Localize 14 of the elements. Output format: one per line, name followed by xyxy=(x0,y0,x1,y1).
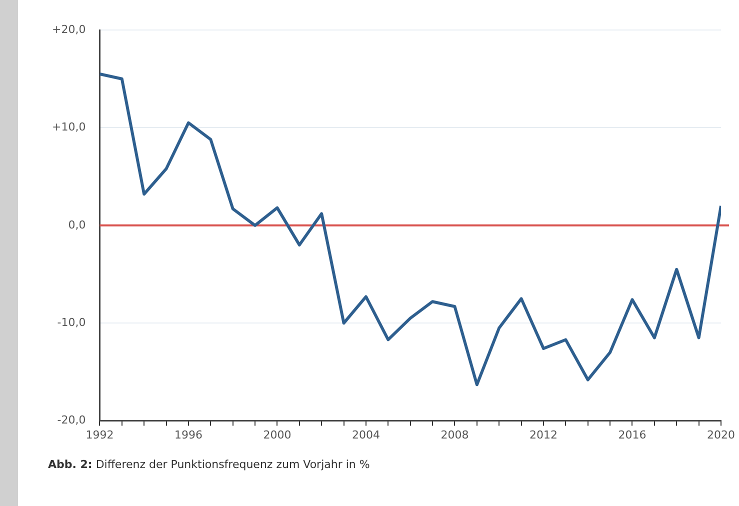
caption: Abb. 2: Differenz der Punktionsfrequenz zum Vorjahr in % xyxy=(48,458,370,471)
x-tick-label: 2004 xyxy=(352,428,380,442)
x-tick-label: 2020 xyxy=(707,428,735,442)
x-tick-label: 2000 xyxy=(263,428,292,442)
y-tick-label: +20,0 xyxy=(52,22,86,36)
y-tick-label: 0,0 xyxy=(68,218,86,232)
y-tick-label: +10,0 xyxy=(52,120,86,134)
y-tick-label: -10,0 xyxy=(57,316,86,329)
x-tick-label: 2012 xyxy=(529,428,558,442)
x-tick-label: 1992 xyxy=(86,428,114,442)
y-tick-label: -20,0 xyxy=(57,414,86,427)
x-tick-label: 2008 xyxy=(440,428,469,442)
x-tick-label: 2016 xyxy=(618,428,646,442)
x-tick-label: 1996 xyxy=(174,428,202,442)
